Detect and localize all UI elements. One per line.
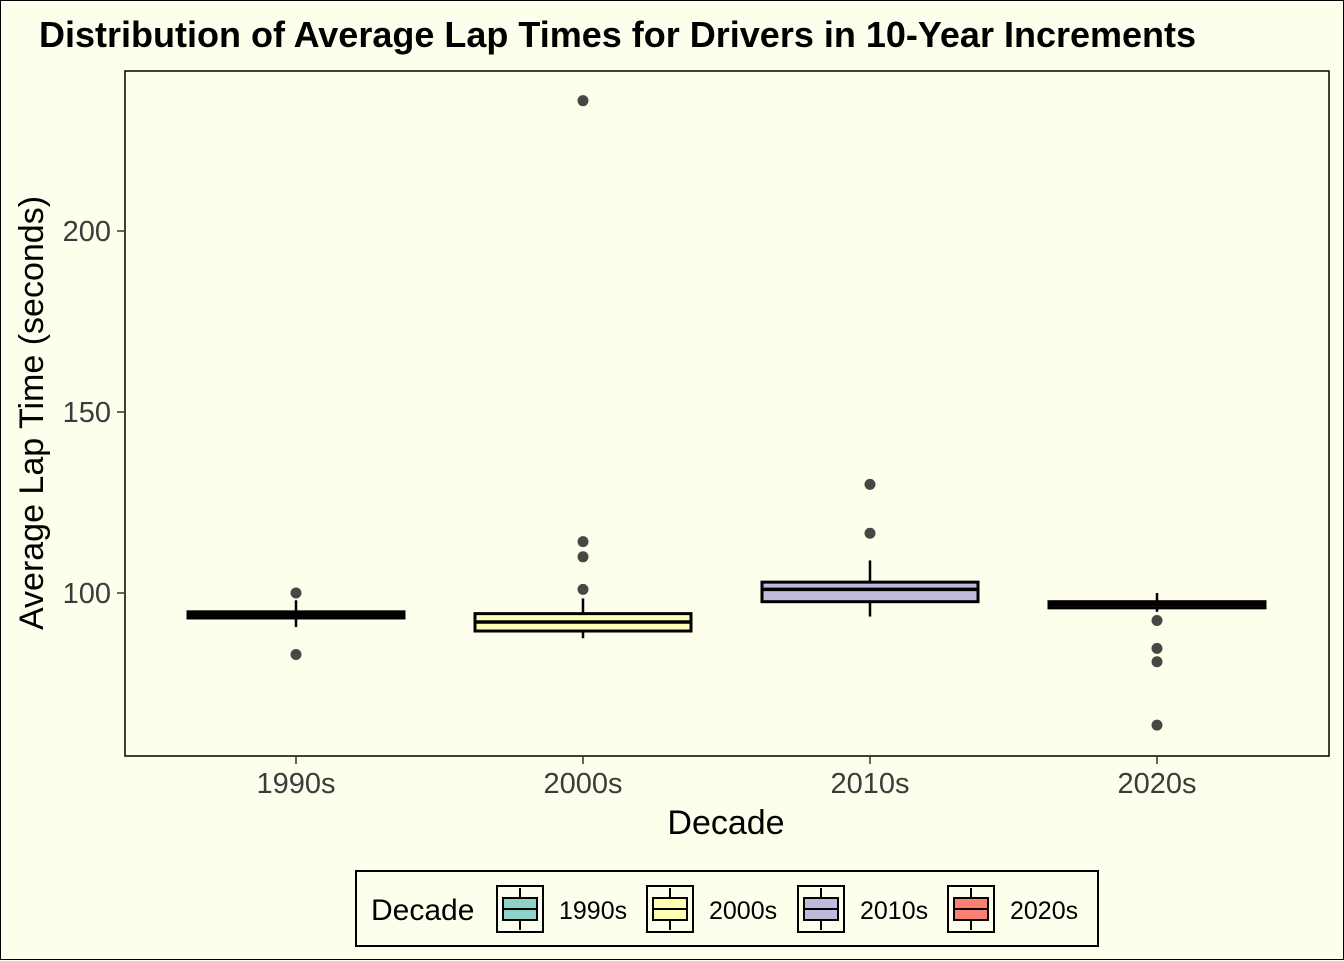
x-tick-label: 2020s — [1117, 768, 1196, 800]
outlier-point — [290, 587, 302, 599]
legend-item-2010s: 2010s — [797, 885, 928, 933]
box-2010s — [760, 478, 980, 617]
x-axis-title: Decade — [667, 804, 784, 842]
legend-item-2020s: 2020s — [947, 885, 1078, 933]
y-tick-label: 200 — [63, 216, 111, 248]
outlier-point — [864, 527, 876, 539]
outlier-point — [1151, 642, 1163, 654]
legend-label: 2000s — [709, 897, 777, 925]
outlier-point — [577, 583, 589, 595]
y-tick-label: 100 — [63, 578, 111, 610]
chart-title: Distribution of Average Lap Times for Dr… — [39, 14, 1196, 55]
x-tick-label: 1990s — [256, 768, 335, 800]
outlier-point — [577, 95, 589, 107]
x-axis: 1990s 2000s 2010s 2020s — [256, 756, 1197, 800]
x-tick-label: 2010s — [830, 768, 909, 800]
legend: Decade 1990s 2000s 2010s 2020s — [355, 870, 1099, 947]
legend-label: 2010s — [860, 897, 928, 925]
legend-title: Decade — [371, 894, 474, 927]
outlier-point — [290, 649, 302, 661]
plot-panel-border — [124, 70, 1330, 757]
x-tick-label: 2000s — [543, 768, 622, 800]
outlier-point — [1151, 719, 1163, 731]
outlier-point — [1151, 656, 1163, 668]
y-axis: 100 150 200 — [63, 216, 125, 610]
legend-label: 2020s — [1010, 897, 1078, 925]
y-axis-title: Average Lap Time (seconds) — [13, 196, 51, 630]
legend-item-1990s: 1990s — [496, 885, 627, 933]
legend-item-2000s: 2000s — [646, 885, 777, 933]
y-tick-label: 150 — [63, 397, 111, 429]
box-series — [186, 95, 1267, 731]
box-iqr — [760, 580, 980, 604]
outlier-point — [1151, 615, 1163, 627]
outlier-point — [864, 478, 876, 490]
box-2000s — [473, 95, 693, 639]
box-1990s — [186, 587, 406, 661]
outlier-point — [577, 536, 589, 548]
box-2020s — [1047, 593, 1267, 731]
legend-label: 1990s — [559, 897, 627, 925]
legend-frame — [355, 870, 1099, 947]
outlier-point — [577, 551, 589, 563]
